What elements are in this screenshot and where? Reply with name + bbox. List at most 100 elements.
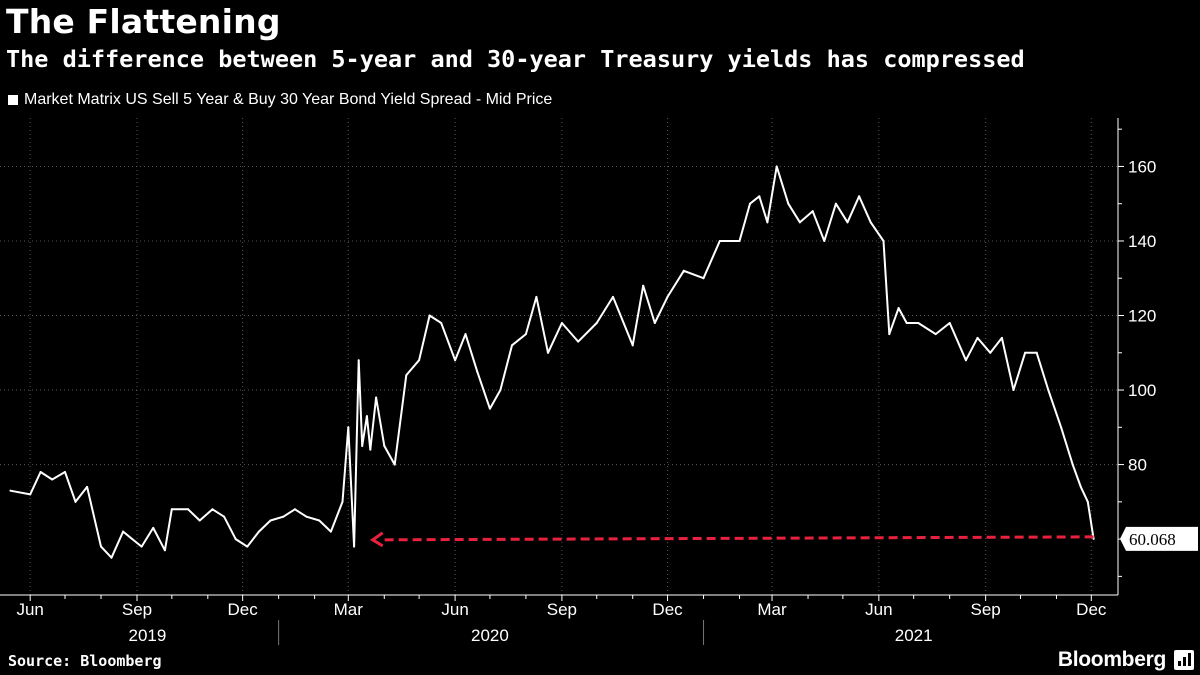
data-point — [86, 485, 89, 488]
data-point — [293, 508, 296, 511]
data-point — [888, 333, 891, 336]
y-tick-label: 140 — [1128, 232, 1156, 251]
data-point — [211, 508, 214, 511]
data-point — [488, 407, 491, 410]
y-tick-label: 100 — [1128, 381, 1156, 400]
data-point — [131, 538, 134, 541]
data-point — [858, 195, 861, 198]
data-point — [365, 415, 368, 418]
data-point — [234, 538, 237, 541]
data-point — [917, 321, 920, 324]
data-point — [383, 444, 386, 447]
data-point — [1000, 336, 1003, 339]
data-point — [1047, 389, 1050, 392]
data-point — [428, 314, 431, 317]
data-point — [560, 321, 563, 324]
data-point — [934, 333, 937, 336]
data-point — [882, 239, 885, 242]
data-point — [964, 359, 967, 362]
data-point — [198, 519, 201, 522]
x-tick-label: Mar — [334, 600, 364, 619]
data-point — [64, 471, 67, 474]
data-point — [631, 344, 634, 347]
data-point — [393, 463, 396, 466]
data-point — [499, 389, 502, 392]
data-point — [653, 321, 656, 324]
data-point — [51, 478, 54, 481]
data-point — [976, 336, 979, 339]
data-point — [702, 277, 705, 280]
data-point — [811, 210, 814, 213]
data-point — [948, 321, 951, 324]
x-tick-label: Dec — [1076, 600, 1107, 619]
data-point — [666, 295, 669, 298]
chart-title: The Flattening — [6, 2, 281, 41]
x-tick-label: Jun — [865, 600, 892, 619]
y-tick-label: 120 — [1128, 307, 1156, 326]
reference-dashed-line — [380, 535, 1094, 542]
data-point — [846, 221, 849, 224]
data-point — [642, 284, 645, 287]
year-label: 2021 — [895, 626, 933, 645]
data-point — [897, 307, 900, 310]
data-point — [257, 530, 260, 533]
data-point — [834, 202, 837, 205]
bloomberg-chart-icon — [1174, 650, 1194, 670]
data-point — [869, 221, 872, 224]
data-point — [1024, 351, 1027, 354]
last-value-label: 60.068 — [1129, 530, 1176, 549]
data-point — [39, 471, 42, 474]
data-point — [29, 493, 32, 496]
data-point — [905, 321, 908, 324]
data-point — [1086, 500, 1089, 503]
data-point — [353, 545, 356, 548]
data-point — [823, 239, 826, 242]
data-point — [682, 269, 685, 272]
bloomberg-logo-text: Bloomberg — [1057, 648, 1166, 671]
data-point — [369, 448, 372, 451]
chart-subtitle: The difference between 5-year and 30-yea… — [6, 45, 1025, 73]
x-tick-label: Jun — [441, 600, 468, 619]
x-tick-label: Sep — [547, 600, 577, 619]
data-point — [1071, 463, 1074, 466]
data-point — [718, 239, 721, 242]
data-point — [798, 221, 801, 224]
data-point — [246, 545, 249, 548]
data-point — [775, 165, 778, 168]
data-point — [1079, 485, 1082, 488]
data-point — [318, 519, 321, 522]
source-note: Source: Bloomberg — [8, 652, 162, 670]
data-point — [140, 545, 143, 548]
data-point — [510, 344, 513, 347]
data-point — [361, 444, 364, 447]
data-point — [329, 530, 332, 533]
x-tick-label: Sep — [971, 600, 1001, 619]
data-point — [595, 321, 598, 324]
data-point — [110, 556, 113, 559]
data-point — [152, 526, 155, 529]
last-value-box — [1120, 526, 1198, 551]
x-tick-label: Mar — [757, 600, 787, 619]
data-point — [347, 426, 350, 429]
year-label: 2020 — [471, 626, 509, 645]
data-point — [282, 515, 285, 518]
data-point — [405, 374, 408, 377]
data-point — [1060, 426, 1063, 429]
data-point — [187, 508, 190, 511]
data-point — [738, 239, 741, 242]
data-point — [476, 370, 479, 373]
data-point — [535, 295, 538, 298]
data-point — [357, 359, 360, 362]
x-tick-label: Sep — [122, 600, 152, 619]
data-point — [787, 202, 790, 205]
data-point — [1035, 351, 1038, 354]
series-line — [10, 165, 1095, 559]
data-point — [546, 351, 549, 354]
data-point — [74, 500, 77, 503]
data-point — [269, 519, 272, 522]
data-point — [758, 195, 761, 198]
legend-label: Market Matrix US Sell 5 Year & Buy 30 Ye… — [24, 91, 553, 108]
data-point — [524, 333, 527, 336]
data-point — [748, 202, 751, 205]
